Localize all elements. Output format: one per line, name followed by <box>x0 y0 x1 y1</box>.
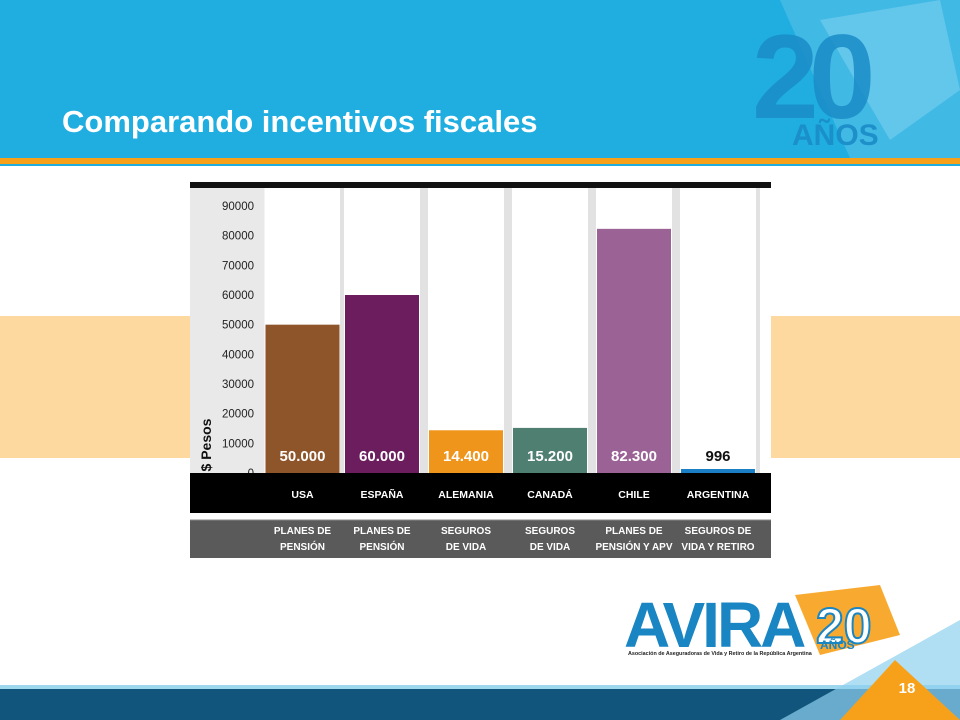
bar-españa <box>345 295 419 473</box>
page-number: 18 <box>898 680 916 697</box>
logo-number: 20 <box>816 598 872 654</box>
slide-title: Comparando incentivos fiscales <box>62 104 538 139</box>
plan-type-line-1: SEGUROS DE <box>685 526 752 537</box>
bar-alemania <box>429 430 503 473</box>
logo-years: AÑOS <box>820 637 855 652</box>
bar-canadá <box>513 427 587 473</box>
plan-type-line-1: PLANES DE <box>353 526 411 537</box>
bar-value-label: 14.400 <box>443 448 489 465</box>
y-tick-label: 30000 <box>222 379 254 391</box>
bar-value-label: 50.000 <box>280 448 326 465</box>
corner-decoration <box>780 620 960 720</box>
bar-value-label: 996 <box>705 448 730 465</box>
category-label: USA <box>291 489 314 501</box>
column-inner <box>680 188 756 473</box>
y-tick-label: 60000 <box>222 290 254 302</box>
separator <box>190 513 771 520</box>
plan-type-line-1: PLANES DE <box>274 526 332 537</box>
plan-type-line-2: PENSIÓN <box>280 540 325 553</box>
y-tick-label: 20000 <box>222 409 254 421</box>
plan-type-line-1: PLANES DE <box>605 526 663 537</box>
column-inner <box>428 188 504 473</box>
logo-subtitle: Asociación de Aseguradoras de Vida y Ret… <box>628 651 812 657</box>
badge-number: 20 <box>752 10 871 144</box>
bar-value-label: 60.000 <box>359 448 405 465</box>
plan-type-line-2: PENSIÓN Y APV <box>595 540 672 553</box>
category-label: ARGENTINA <box>687 489 750 501</box>
plan-type-line-1: SEGUROS <box>525 526 575 537</box>
chart-top-bar <box>190 182 771 188</box>
category-label: ESPAÑA <box>361 488 404 501</box>
y-axis-panel <box>190 188 265 473</box>
plan-type-line-2: VIDA Y RETIRO <box>681 542 754 553</box>
plan-type-line-2: DE VIDA <box>446 542 487 553</box>
avira-logo: AVIRA 20 AÑOS <box>624 585 900 661</box>
footer-line <box>0 685 960 689</box>
plan-type-line-1: SEGUROS <box>441 526 491 537</box>
plan-type-strip <box>190 520 771 558</box>
y-axis-label: $ Pesos <box>198 418 214 471</box>
chart-canvas: 0100002000030000400005000060000700008000… <box>190 182 771 558</box>
bar-value-label: 82.300 <box>611 448 657 465</box>
y-tick-label: 50000 <box>222 320 254 332</box>
badge-text: AÑOS <box>792 118 879 152</box>
bar-chile <box>597 228 671 473</box>
plan-type-line-2: PENSIÓN <box>359 540 404 553</box>
twenty-years-badge: 20 AÑOS <box>752 0 960 158</box>
plan-type-line-2: DE VIDA <box>530 542 571 553</box>
y-tick-label: 40000 <box>222 349 254 361</box>
category-label: CANADÁ <box>527 488 573 501</box>
column-inner <box>512 188 588 473</box>
bar-chart: 0100002000030000400005000060000700008000… <box>190 182 771 558</box>
y-tick-label: 70000 <box>222 260 254 272</box>
bar-argentina <box>681 469 755 473</box>
category-strip <box>190 473 771 513</box>
bar-usa <box>265 324 340 473</box>
category-label: CHILE <box>618 489 650 501</box>
header-accent-stripe <box>0 158 960 164</box>
header-accent-line <box>0 164 960 166</box>
category-label: ALEMANIA <box>438 489 494 501</box>
logo-name: AVIRA <box>624 589 805 661</box>
slide-header: 20 AÑOS Comparando incentivos fiscales <box>0 0 960 158</box>
y-tick-label: 10000 <box>222 438 254 450</box>
y-tick-label: 80000 <box>222 231 254 243</box>
bar-value-label: 15.200 <box>527 448 573 465</box>
y-tick-label: 90000 <box>222 201 254 213</box>
